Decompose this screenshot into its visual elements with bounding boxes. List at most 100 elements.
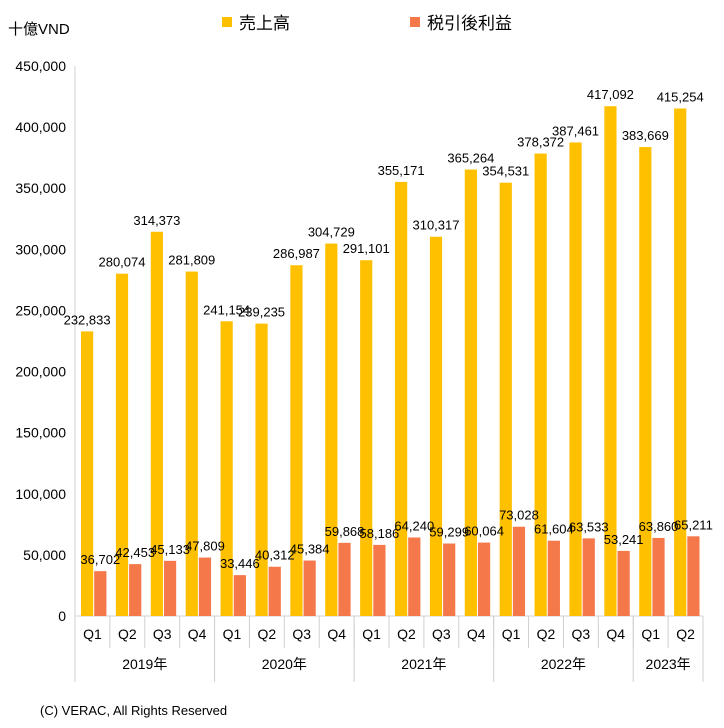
x-tick-label: Q2 [397, 626, 416, 642]
y-tick-label: 350,000 [15, 180, 66, 196]
bar-net-profit [512, 526, 526, 616]
data-label-net-profit: 42,453 [115, 545, 155, 560]
bar-net-profit [477, 542, 491, 616]
data-label-sales: 304,729 [308, 225, 355, 240]
bar-sales [429, 236, 443, 616]
bar-net-profit [303, 560, 316, 616]
data-label-net-profit: 47,809 [185, 539, 225, 554]
bar-sales [464, 169, 477, 616]
bar-net-profit [163, 560, 177, 616]
x-tick-label: Q1 [223, 626, 242, 642]
x-tick-label: Q3 [153, 626, 172, 642]
legend-item-sales: 売上高 [222, 9, 290, 34]
legend-item-net-profit: 税引後利益 [410, 9, 512, 34]
year-group-label: 2022年 [541, 656, 586, 672]
x-tick-label: Q2 [676, 626, 695, 642]
data-label-sales: 241,154 [203, 302, 250, 317]
bar-sales [534, 153, 547, 616]
data-label-sales: 310,317 [412, 218, 459, 233]
bar-net-profit [268, 566, 281, 616]
data-label-sales: 281,809 [168, 253, 215, 268]
bar-sales [499, 182, 512, 616]
year-group-label: 2019年 [122, 656, 167, 672]
y-tick-label: 300,000 [15, 241, 66, 257]
bar-sales [360, 260, 373, 616]
data-label-net-profit: 60,064 [464, 524, 504, 539]
x-tick-label: Q4 [606, 626, 625, 642]
x-tick-label: Q3 [432, 626, 451, 642]
bar-net-profit [687, 536, 700, 616]
legend-swatch-net-profit [410, 16, 420, 27]
copyright-credit: (C) VERAC, All Rights Reserved [40, 703, 228, 718]
bar-chart: 0 50,000 100,000 150,000 200,000 250,000 300,0… [15, 58, 713, 682]
data-label-net-profit: 53,241 [604, 532, 644, 547]
data-label-sales: 239,235 [238, 305, 285, 320]
y-tick-label: 400,000 [15, 119, 66, 135]
bar-net-profit [198, 557, 212, 616]
y-tick-label: 0 [58, 608, 66, 624]
bar-net-profit [652, 537, 665, 616]
bar-sales [81, 331, 94, 616]
bar-sales [220, 321, 233, 616]
bar-net-profit [547, 540, 560, 616]
x-tick-label: Q1 [83, 626, 102, 642]
bar-net-profit [373, 544, 386, 616]
bar-sales [639, 147, 652, 616]
data-label-net-profit: 59,299 [429, 525, 469, 540]
data-label-net-profit: 65,211 [674, 517, 713, 532]
y-tick-label: 50,000 [23, 547, 66, 563]
bar-net-profit [94, 571, 107, 616]
data-label-sales: 383,669 [622, 128, 669, 143]
data-label-sales: 280,074 [98, 255, 145, 270]
x-tick-label: Q4 [467, 626, 486, 642]
bar-sales [290, 265, 303, 616]
x-tick-label: Q1 [641, 626, 660, 642]
x-tick-label: Q4 [188, 626, 207, 642]
legend-label-sales: 売上高 [239, 14, 290, 33]
bar-sales [150, 231, 163, 616]
bar-sales [395, 181, 408, 617]
y-axis-unit: 十億VND [8, 21, 70, 38]
year-group-label: 2023年 [646, 656, 691, 672]
bar-net-profit [233, 575, 246, 616]
bar-sales [115, 273, 129, 616]
x-tick-label: Q2 [118, 626, 137, 642]
data-label-net-profit: 45,384 [290, 542, 330, 557]
data-label-net-profit: 73,028 [499, 508, 539, 523]
x-tick-label: Q3 [292, 626, 311, 642]
bar-net-profit [443, 543, 456, 616]
x-tick-label: Q2 [537, 626, 556, 642]
x-tick-label: Q1 [502, 626, 521, 642]
year-group-label: 2021年 [401, 656, 446, 672]
data-label-sales: 387,461 [552, 123, 599, 138]
data-label-net-profit: 64,240 [394, 518, 434, 533]
bar-sales [674, 108, 687, 616]
legend-label-net-profit: 税引後利益 [427, 14, 512, 33]
legend-swatch-sales [222, 16, 232, 27]
data-label-sales: 355,171 [378, 163, 425, 178]
data-label-sales: 314,373 [133, 213, 180, 228]
data-label-sales: 415,254 [657, 89, 704, 104]
year-group-label: 2020年 [262, 656, 307, 672]
data-label-sales: 417,092 [587, 87, 634, 102]
y-tick-label: 100,000 [15, 486, 66, 502]
data-label-net-profit: 36,702 [80, 552, 120, 567]
x-tick-label: Q2 [258, 626, 277, 642]
bar-net-profit [408, 537, 421, 616]
x-tick-label: Q3 [572, 626, 591, 642]
bar-sales [604, 106, 617, 616]
y-tick-label: 200,000 [15, 364, 66, 380]
bar-sales [569, 142, 582, 616]
x-tick-label: Q4 [327, 626, 346, 642]
bar-sales [255, 323, 268, 616]
data-label-sales: 286,987 [273, 246, 320, 261]
data-label-net-profit: 63,860 [639, 519, 679, 534]
data-label-sales: 378,372 [517, 135, 564, 150]
bar-net-profit [338, 542, 351, 616]
data-label-sales: 232,833 [64, 312, 111, 327]
x-tick-label: Q1 [362, 626, 381, 642]
bar-sales [185, 271, 198, 616]
data-label-sales: 291,101 [343, 241, 390, 256]
data-label-net-profit: 61,604 [534, 522, 574, 537]
data-label-net-profit: 33,446 [220, 556, 260, 571]
